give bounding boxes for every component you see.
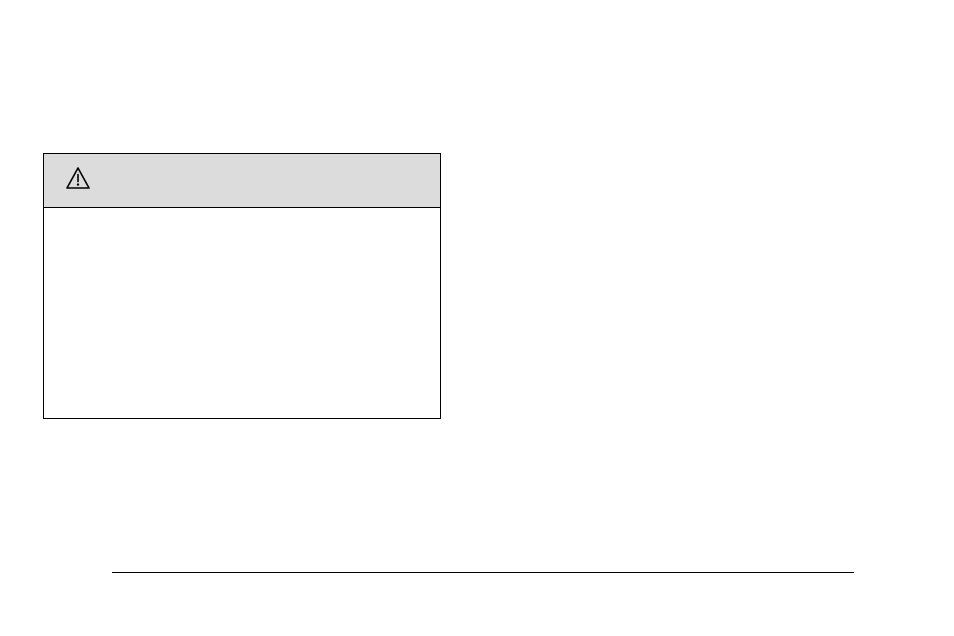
caution-box: [43, 153, 441, 419]
caution-header: [44, 154, 440, 208]
divider: [112, 572, 854, 573]
caution-body: [44, 208, 440, 232]
warning-icon: [66, 167, 90, 194]
